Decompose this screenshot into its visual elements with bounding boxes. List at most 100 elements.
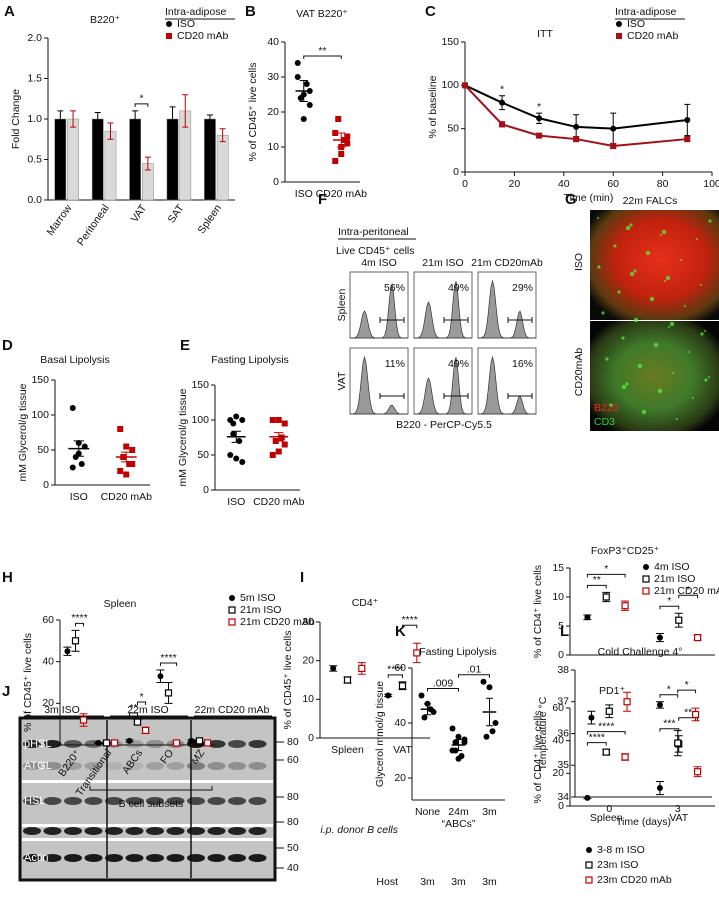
blot-band [166, 797, 185, 805]
marker [492, 720, 499, 726]
blot-band [207, 797, 226, 805]
size-marker: 40 [287, 862, 299, 874]
blot-separator [22, 780, 273, 783]
x-tick-label: Spleen [590, 812, 623, 824]
marker [693, 633, 702, 642]
blot-band [146, 740, 164, 748]
marker [166, 21, 172, 27]
blot-band [228, 797, 246, 805]
histogram [349, 355, 408, 415]
marker [117, 468, 124, 474]
y-tick-label: 2.0 [27, 32, 42, 44]
blot-band [64, 854, 82, 862]
y-tick-label: 0 [308, 732, 314, 744]
marker [164, 689, 173, 697]
error-bar [206, 114, 213, 124]
marker [413, 649, 421, 657]
marker [623, 698, 631, 706]
marker [233, 413, 240, 420]
x-tick-label: 20 [509, 178, 521, 190]
marker [536, 115, 543, 122]
chart-title: Cold Challenge 4° [598, 646, 683, 658]
significance-bracket [128, 712, 138, 716]
x-tick-label: ISO [227, 496, 245, 508]
marker [332, 130, 339, 136]
legend-title: Intra-adipose [615, 6, 676, 18]
line [464, 84, 688, 130]
marker [64, 648, 71, 655]
gate [443, 393, 469, 399]
marker [656, 701, 663, 708]
blot-band [207, 740, 226, 748]
blot-band [248, 740, 267, 748]
y-tick-label: 0.0 [27, 194, 42, 206]
speck [613, 244, 617, 248]
x-tick-label: 80 [657, 178, 669, 190]
y-tick-label: 40 [42, 655, 54, 667]
significance: **** [589, 731, 605, 743]
y-tick-label: 10 [267, 141, 279, 153]
band-label: pHSL [24, 738, 52, 750]
chart-title: Basal Lipolysis [40, 354, 109, 366]
y-tick-label: 37 [557, 696, 569, 708]
speck [633, 317, 639, 323]
blot-band [248, 854, 267, 862]
blot-band [84, 854, 103, 862]
significance-bracket [134, 103, 149, 107]
band-label: HSL [24, 795, 45, 807]
error-bar [299, 80, 308, 102]
marker [281, 420, 288, 427]
marker [656, 634, 663, 641]
y-tick-label: 20 [267, 106, 279, 118]
blot-band [43, 854, 62, 862]
marker [449, 725, 456, 732]
marker [95, 739, 102, 746]
marker [228, 618, 236, 626]
y-tick-label: 50 [447, 122, 459, 134]
error-bar [107, 122, 114, 140]
marker [455, 755, 462, 762]
speck [649, 296, 655, 302]
blot-band [248, 762, 267, 770]
percent-label: 49% [448, 282, 469, 294]
blot-band [23, 797, 41, 805]
y-tick-label: 50 [37, 444, 49, 456]
x-tick-label: None [415, 806, 440, 818]
error-bar [169, 106, 176, 132]
y-tick-label: 150 [441, 36, 459, 48]
blot-band [23, 740, 41, 748]
significance-bracket [427, 688, 459, 692]
gate [507, 317, 533, 323]
chart-title: B220⁺ [90, 14, 120, 26]
gate [443, 317, 469, 323]
x-tick-label: 40 [558, 178, 570, 190]
marker [358, 664, 366, 673]
y-tick-label: 36 [557, 727, 569, 739]
legend-title: Intra-adipose [165, 6, 226, 18]
marker [338, 151, 345, 157]
panel-letter: D [2, 337, 13, 354]
blot-band [125, 854, 144, 862]
marker [172, 739, 181, 747]
legend-label: 21m ISO [240, 604, 281, 616]
blot-band [64, 762, 82, 770]
y-axis-label: % of baseline [427, 75, 439, 138]
x-tick-label: 3m [482, 806, 497, 818]
significance-bracket [677, 689, 697, 694]
speck [657, 388, 663, 394]
speck [692, 397, 694, 399]
significance-bracket [586, 731, 626, 735]
marker [229, 595, 235, 601]
y-tick-label: 5 [558, 620, 564, 632]
x-tick-label: CD20 mAb [253, 496, 305, 508]
host-label: 3m [482, 876, 497, 888]
marker [584, 614, 591, 621]
significance-bracket [458, 674, 490, 678]
significance-bracket [678, 717, 699, 721]
speck [665, 275, 671, 281]
speck [621, 384, 627, 390]
size-marker: 80 [287, 816, 299, 828]
blot-band [84, 797, 103, 805]
marker [300, 116, 307, 122]
